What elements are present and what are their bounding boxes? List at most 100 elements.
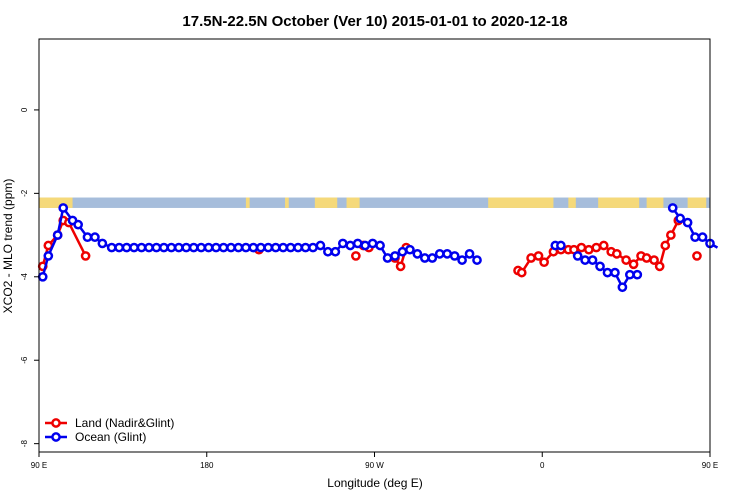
- data-point: [345, 240, 356, 251]
- data-point: [442, 248, 453, 259]
- data-point: [151, 242, 162, 253]
- data-point: [660, 240, 671, 251]
- data-point: [621, 255, 631, 265]
- data-point: [405, 244, 415, 255]
- land-mask-segment: [285, 197, 289, 208]
- data-point: [395, 261, 406, 272]
- y-tick-label: -8: [20, 440, 29, 448]
- data-point: [330, 246, 341, 257]
- data-point: [166, 242, 177, 253]
- data-point: [226, 242, 236, 253]
- data-point: [690, 232, 700, 243]
- data-point: [539, 257, 549, 268]
- legend: Land (Nadir&Glint)Ocean (Glint): [45, 416, 174, 444]
- data-point: [595, 261, 605, 272]
- y-tick-label: -4: [20, 273, 29, 281]
- data-point: [419, 253, 430, 263]
- data-point: [598, 240, 609, 251]
- data-point: [270, 242, 281, 253]
- data-point: [360, 240, 371, 251]
- data-point: [337, 238, 348, 249]
- x-tick-label: 90 E: [31, 461, 47, 470]
- data-point: [697, 232, 708, 243]
- data-point: [173, 242, 184, 253]
- land-mask-segment: [488, 197, 554, 208]
- data-point: [106, 242, 117, 253]
- data-point: [583, 244, 594, 255]
- legend-label: Land (Nadir&Glint): [75, 416, 174, 430]
- data-point: [580, 255, 590, 265]
- data-point: [666, 230, 676, 240]
- land-mask-segment: [346, 197, 360, 208]
- data-point: [323, 246, 333, 257]
- data-point: [37, 271, 48, 282]
- land-mask-segment: [646, 197, 664, 208]
- data-point: [73, 219, 83, 230]
- x-axis: 90 E 180 90 W 0 90 E: [31, 452, 718, 470]
- data-point: [82, 232, 93, 243]
- data-point: [617, 282, 628, 293]
- land-mask-segment: [598, 197, 640, 208]
- data-point: [472, 255, 482, 265]
- legend-item-ocean: Ocean (Glint): [45, 430, 146, 444]
- data-point: [196, 242, 207, 253]
- land-ocean-mask: [39, 197, 710, 208]
- x-tick-label: 0: [540, 461, 545, 470]
- data-point: [556, 240, 566, 251]
- data-point: [587, 255, 598, 265]
- data-point: [278, 242, 289, 253]
- data-point: [526, 253, 536, 263]
- data-point: [293, 242, 303, 253]
- data-point: [675, 213, 686, 224]
- data-point: [516, 267, 527, 278]
- data-point: [434, 248, 445, 259]
- ocean-mask-strip: [39, 197, 710, 208]
- data-point: [576, 242, 587, 253]
- land-mask-segment: [568, 197, 576, 208]
- legend-label: Ocean (Glint): [75, 430, 146, 444]
- data-point: [692, 251, 702, 261]
- data-point: [58, 203, 69, 213]
- data-point: [80, 251, 91, 261]
- y-axis: 0 -2 -4 -6 -8: [20, 107, 39, 447]
- data-point: [351, 251, 361, 261]
- data-point: [649, 255, 659, 265]
- y-tick-label: -6: [20, 356, 29, 364]
- data-point: [144, 242, 154, 253]
- data-point: [188, 242, 199, 253]
- data-point: [625, 269, 635, 280]
- x-axis-label: Longitude (deg E): [327, 476, 422, 490]
- data-point: [233, 242, 244, 253]
- data-point: [241, 242, 251, 253]
- data-point: [610, 267, 620, 278]
- land-mask-segment: [687, 197, 707, 208]
- data-point: [641, 253, 652, 263]
- data-point: [682, 217, 693, 228]
- data-point: [628, 259, 639, 270]
- data-point: [602, 267, 613, 278]
- data-point: [121, 242, 132, 253]
- data-point: [211, 242, 221, 253]
- data-point: [412, 248, 423, 259]
- land-mask-segment: [39, 197, 73, 208]
- data-point: [300, 242, 311, 253]
- data-point: [248, 242, 259, 253]
- data-point: [457, 255, 467, 265]
- data-point: [427, 253, 438, 263]
- data-point: [632, 269, 643, 280]
- y-tick-label: -2: [20, 189, 29, 197]
- data-point: [397, 246, 408, 257]
- data-point: [352, 238, 363, 249]
- chart-title: 17.5N-22.5N October (Ver 10) 2015-01-01 …: [182, 13, 567, 30]
- data-point: [449, 251, 460, 261]
- data-point: [375, 240, 385, 251]
- x-tick-label: 180: [200, 461, 214, 470]
- data-point: [263, 242, 274, 253]
- data-point: [285, 242, 296, 253]
- data-point: [667, 203, 678, 213]
- data-point: [308, 242, 318, 253]
- data-point: [382, 253, 393, 263]
- data-point: [90, 232, 100, 243]
- legend-item-land: Land (Nadir&Glint): [45, 416, 174, 430]
